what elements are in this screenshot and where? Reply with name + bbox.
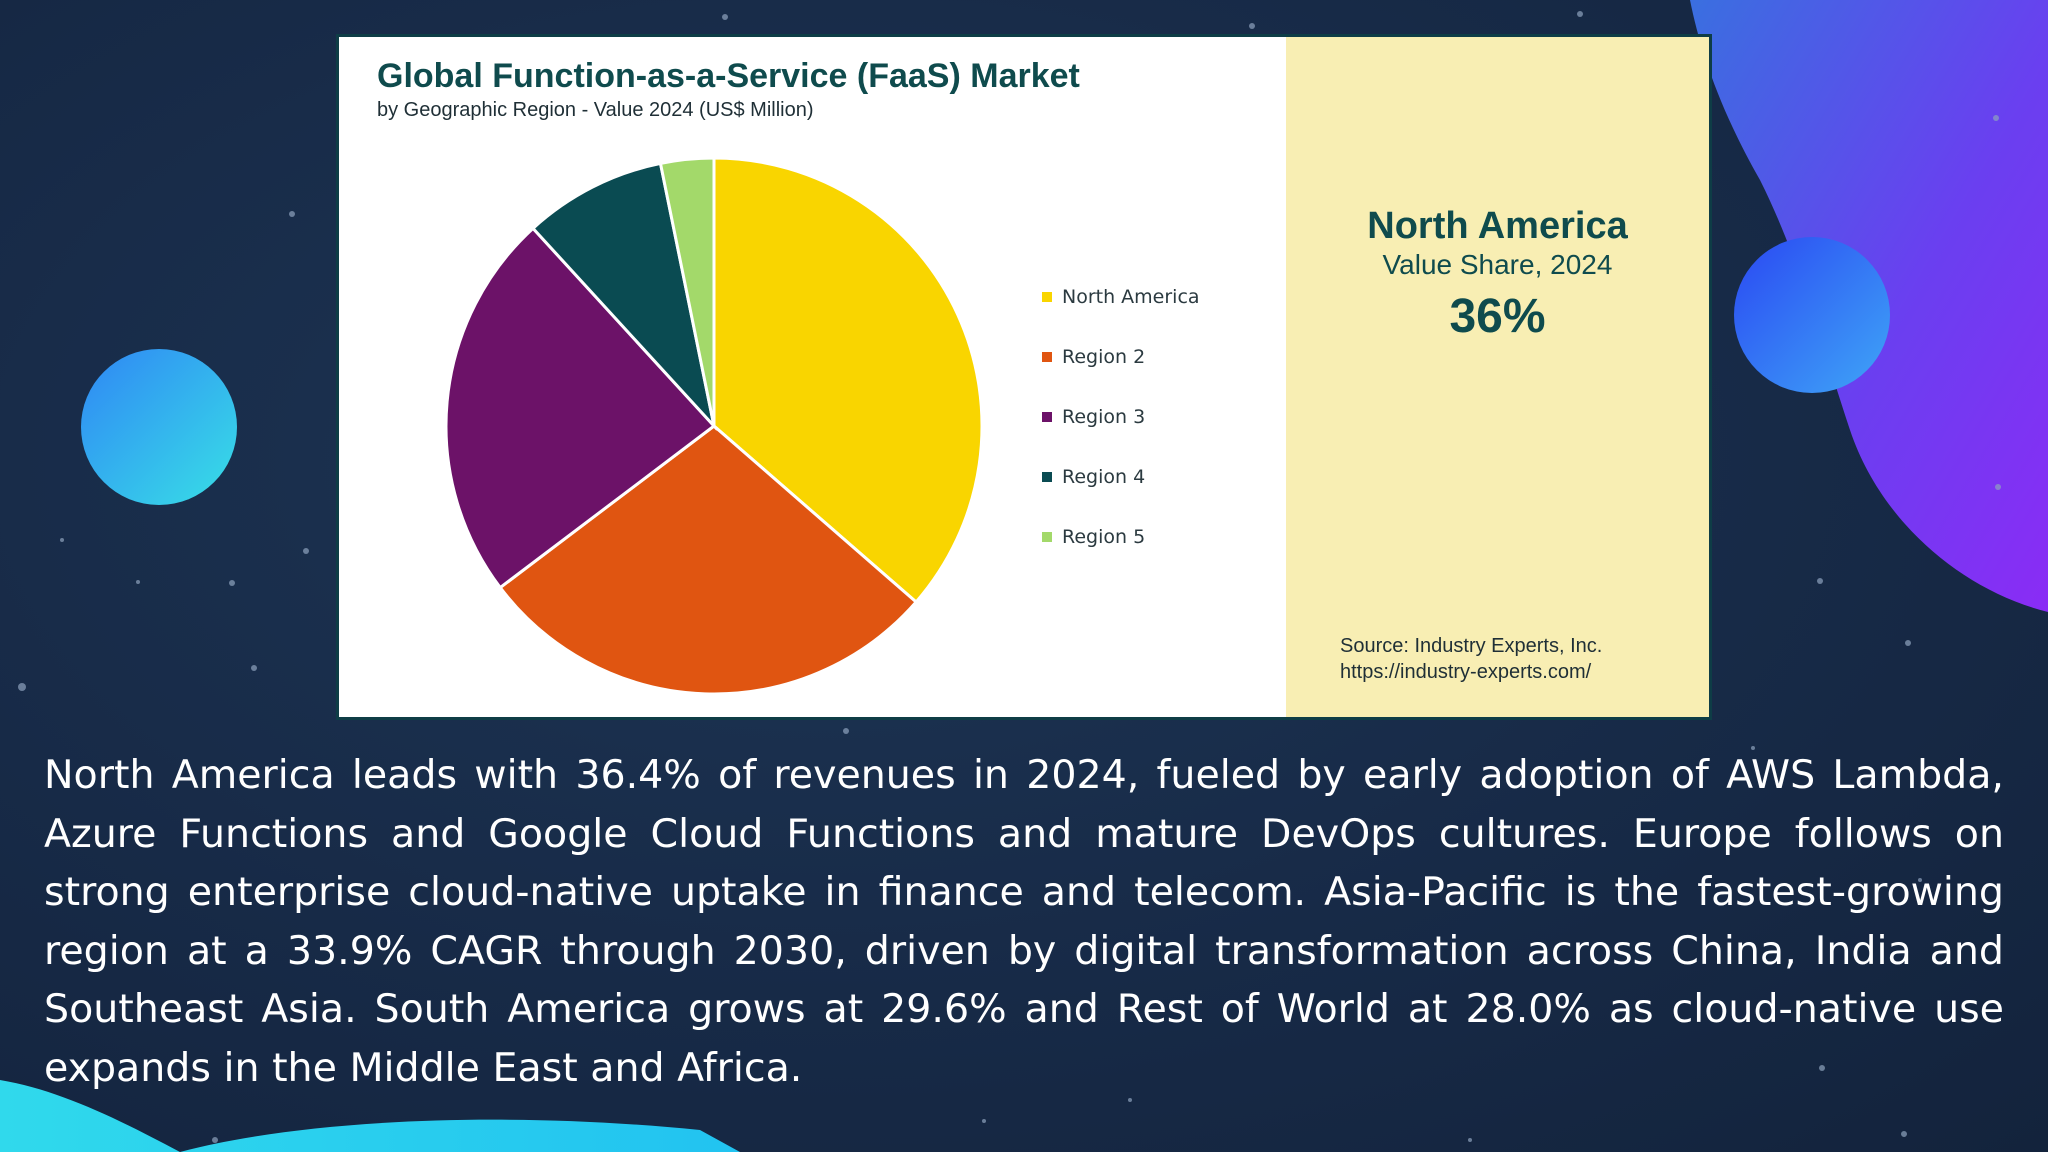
chart-title: Global Function-as-a-Service (FaaS) Mark…	[377, 57, 1080, 95]
legend-item: Region 4	[1042, 447, 1200, 507]
legend-swatch	[1042, 292, 1052, 302]
legend-swatch	[1042, 472, 1052, 482]
source-url[interactable]: https://industry-experts.com/	[1340, 661, 1592, 683]
pie-chart	[444, 156, 984, 696]
legend-label: Region 5	[1062, 526, 1146, 548]
source-block: Source: Industry Experts, Inc. https://i…	[1340, 633, 1602, 685]
highlight-caption: Value Share, 2024	[1382, 249, 1613, 280]
source-name: Source: Industry Experts, Inc.	[1340, 635, 1603, 657]
pie-slice-region-4	[530, 161, 717, 432]
highlight-region: North America	[1367, 205, 1628, 247]
left-bubble	[81, 349, 237, 505]
chart-subtitle: by Geographic Region - Value 2024 (US$ M…	[377, 99, 814, 121]
pie-slice-region-5	[658, 156, 716, 427]
legend-item: Region 3	[1042, 387, 1200, 447]
highlight-panel: North America Value Share, 2024 36% Sour…	[1286, 37, 1709, 717]
legend-swatch	[1042, 532, 1052, 542]
legend-label: Region 4	[1062, 466, 1146, 488]
right-bubble	[1734, 237, 1890, 393]
legend-swatch	[1042, 412, 1052, 422]
pie-slice-north-america	[712, 156, 984, 605]
legend-label: Region 3	[1062, 406, 1146, 428]
legend-item: North America	[1042, 267, 1200, 327]
description-paragraph: North America leads with 36.4% of revenu…	[44, 752, 2004, 1091]
pie-slice-region-2	[498, 424, 919, 696]
pie-slice-region-3	[444, 226, 717, 590]
highlight-value: 36%	[1449, 290, 1546, 343]
legend-label: North America	[1062, 286, 1200, 308]
legend-label: Region 2	[1062, 346, 1146, 368]
legend-swatch	[1042, 352, 1052, 362]
chart-card: North America Value Share, 2024 36% Sour…	[336, 34, 1712, 720]
chart-legend: North America Region 2 Region 3 Region 4 Reg…	[1042, 267, 1200, 567]
cyan-wave	[0, 1080, 740, 1152]
legend-item: Region 2	[1042, 327, 1200, 387]
legend-item: Region 5	[1042, 507, 1200, 567]
